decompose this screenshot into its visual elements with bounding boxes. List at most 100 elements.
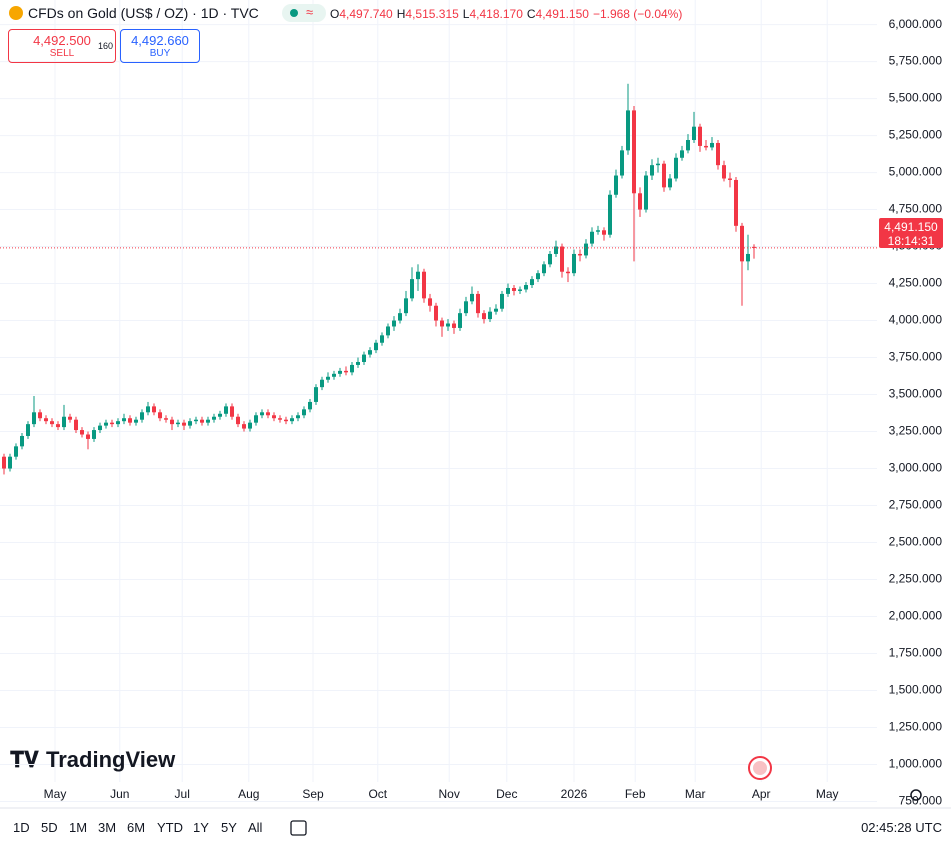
candle-body (386, 326, 391, 336)
symbol-icon (9, 6, 23, 20)
y-tick-label: 3,750.000 (889, 350, 943, 364)
candle-body (170, 419, 175, 425)
timeframe-button[interactable]: 5Y (221, 820, 237, 835)
candle-body (746, 253, 751, 262)
candle-body (242, 424, 247, 429)
x-tick-label: 2026 (561, 787, 588, 801)
candle-body (458, 313, 463, 328)
x-tick-label: Dec (496, 787, 517, 801)
ohlc-value: 4,515.315 (405, 7, 459, 21)
y-tick-label: 5,250.000 (889, 128, 943, 142)
calendar-icon[interactable] (290, 820, 307, 836)
y-tick-label: 6,000.000 (889, 17, 943, 31)
candle-body (32, 412, 37, 425)
candle-body (422, 271, 427, 299)
buy-label: BUY (149, 48, 171, 59)
sell-button[interactable]: 4,492.500 SELL (8, 29, 116, 63)
candle-body (704, 145, 709, 148)
candle-body (44, 418, 49, 422)
candle-body (302, 409, 307, 416)
candle-body (332, 373, 337, 377)
timeframe-button[interactable]: 6M (127, 820, 146, 835)
ohlc-value: 4,497.740 (339, 7, 393, 21)
candle-body (728, 178, 733, 180)
clock: 02:45:28 UTC (861, 820, 942, 835)
buy-price: 4,492.660 (131, 33, 189, 48)
ohlc-key: C (526, 7, 536, 21)
timeframe-button[interactable]: All (248, 820, 263, 835)
candle-body (416, 271, 421, 280)
y-tick-label: 3,000.000 (889, 461, 943, 475)
candle-body (452, 323, 457, 328)
candle-body (710, 142, 715, 148)
y-tick-label: 5,500.000 (889, 91, 943, 105)
timeframe-button[interactable]: 3M (98, 820, 117, 835)
x-tick-label: Oct (368, 787, 387, 801)
change: −1.968 (−0.04%) (592, 7, 683, 21)
candle-body (578, 253, 583, 256)
timeframe-button[interactable]: 1Y (193, 820, 209, 835)
candle-body (50, 421, 55, 425)
candle-body (656, 163, 661, 166)
candle-body (590, 231, 595, 244)
candle-body (296, 415, 301, 419)
candle-body (140, 412, 145, 420)
candle-body (614, 175, 619, 195)
candle-body (254, 415, 259, 423)
y-tick-label: 750.000 (899, 794, 943, 808)
candle-body (212, 416, 217, 420)
candle-body (338, 370, 343, 374)
candle-body (14, 446, 19, 457)
candle-body (524, 285, 529, 290)
timeframe-button[interactable]: 1D (13, 820, 30, 835)
candle-body (482, 313, 487, 320)
buy-button[interactable]: 4,492.660 BUY (120, 29, 200, 63)
candle-body (38, 412, 43, 419)
candle-body (434, 305, 439, 321)
candle-body (752, 246, 757, 248)
candle-body (398, 313, 403, 321)
x-tick-label: Feb (625, 787, 646, 801)
x-tick-label: Nov (439, 787, 460, 801)
candle-body (314, 387, 319, 402)
candle-body (716, 142, 721, 166)
settings-icon[interactable] (910, 789, 922, 801)
candle-body (68, 416, 73, 420)
candle-body (320, 379, 325, 388)
candle-body (662, 163, 667, 188)
timeframe-button[interactable]: YTD (157, 820, 183, 835)
x-tick-label: Mar (685, 787, 706, 801)
x-tick-label: May (44, 787, 67, 801)
candle-body (446, 323, 451, 327)
candle-body (200, 419, 205, 423)
ohlc-value: 4,418.170 (469, 7, 523, 21)
candle-body (518, 289, 523, 291)
candle-body (134, 419, 139, 423)
candle-body (380, 335, 385, 343)
ohlc-value: 4,491.150 (535, 7, 589, 21)
candle-body (692, 126, 697, 141)
grid (0, 0, 877, 803)
countdown: 18:14:31 (887, 234, 935, 248)
candle-body (2, 456, 7, 469)
candle-body (206, 419, 211, 423)
candle-body (602, 230, 607, 235)
timeframe-button[interactable]: 5D (41, 820, 58, 835)
last-price: 4,491.150 (884, 220, 938, 234)
candle-body (494, 308, 499, 312)
y-tick-label: 1,750.000 (889, 646, 943, 660)
timeframe-button[interactable]: 1M (69, 820, 88, 835)
x-tick-label: Jun (110, 787, 129, 801)
status-dot (290, 9, 298, 17)
candle-body (740, 225, 745, 262)
candle-body (584, 243, 589, 256)
candle-body (632, 110, 637, 194)
candle-body (668, 178, 673, 188)
candle-body (104, 422, 109, 426)
candle-body (686, 140, 691, 151)
candle-body (74, 419, 79, 431)
logo-mark: 𝐓𝐕 (10, 747, 39, 772)
candle-body (344, 370, 349, 373)
y-tick-label: 4,000.000 (889, 313, 943, 327)
